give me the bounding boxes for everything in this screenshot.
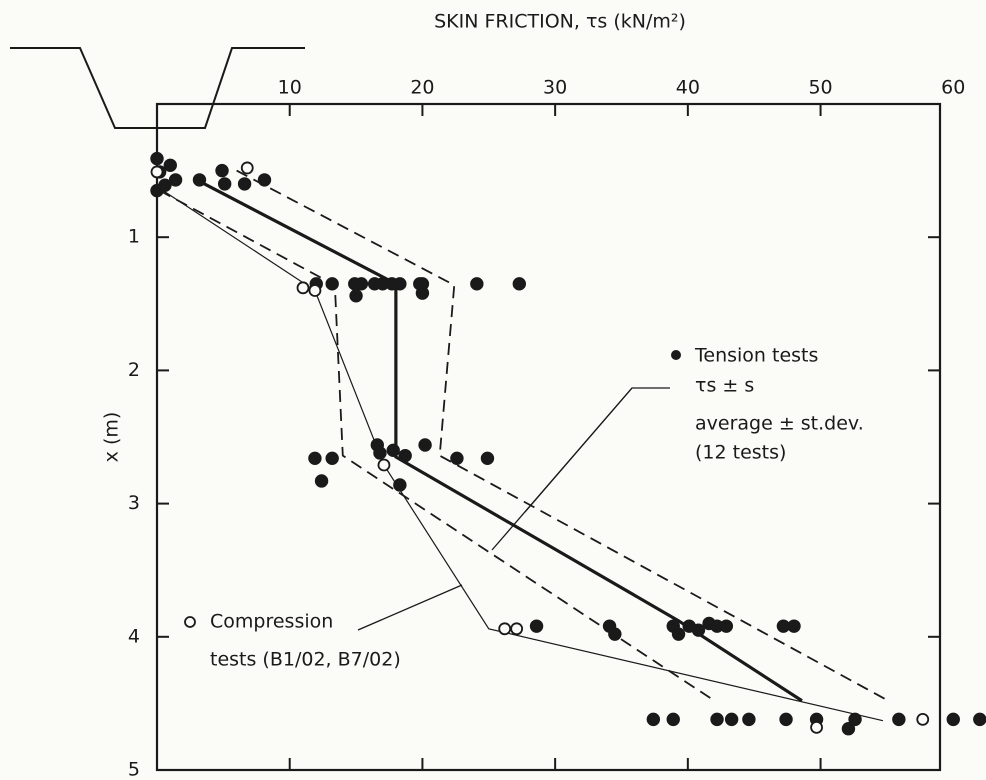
data-point: [646, 712, 661, 727]
data-point: [386, 443, 400, 458]
series-line: [196, 178, 803, 703]
y-tick-label: 4: [128, 625, 140, 647]
data-point: [415, 286, 430, 300]
data-point: [892, 712, 906, 727]
data-point: [308, 451, 322, 466]
data-point: [296, 281, 310, 295]
data-point: [237, 177, 252, 191]
data-point: [398, 448, 412, 463]
legend-marker: [671, 350, 681, 360]
data-point: [529, 619, 544, 633]
data-point: [308, 284, 322, 297]
data-point: [393, 277, 407, 291]
data-point: [217, 177, 232, 191]
data-point: [158, 178, 172, 192]
x-tick-label: 40: [676, 77, 700, 99]
data-point: [498, 622, 512, 636]
series-line: [236, 169, 889, 702]
x-tick-label: 10: [278, 77, 302, 99]
data-point: [779, 712, 793, 727]
annotation-arrow: [524, 387, 633, 513]
data-point: [710, 712, 724, 727]
data-point: [354, 277, 369, 291]
annotation: τs ± s: [695, 375, 754, 397]
x-tick-label: 30: [543, 77, 567, 99]
data-point: [325, 277, 339, 291]
annotation: average ± st.dev.: [695, 413, 864, 435]
x-tick-label: 50: [808, 77, 832, 99]
annotation: Tension tests: [694, 345, 818, 367]
plot-frame: [155, 102, 942, 772]
data-point: [418, 438, 432, 452]
data-point: [240, 161, 254, 175]
data-point: [215, 163, 229, 178]
data-point: [724, 712, 739, 727]
data-point: [470, 277, 484, 291]
chart-title: SKIN FRICTION, τs (kN/m²): [434, 11, 686, 33]
data-point: [608, 627, 622, 641]
y-tick-label: 5: [128, 759, 140, 780]
annotation: tests (B1/02, B7/02): [210, 649, 401, 671]
data-point: [257, 173, 272, 187]
data-point: [373, 446, 387, 460]
trench-sketch: [10, 47, 305, 129]
data-point: [192, 173, 207, 187]
y-axis-label: x (m): [101, 412, 123, 463]
annotation: (12 tests): [695, 442, 786, 464]
data-point: [163, 158, 177, 172]
data-point: [377, 458, 391, 472]
data-point: [787, 619, 801, 633]
data-point: [450, 451, 464, 466]
y-tick-label: 1: [128, 226, 140, 248]
data-point: [946, 712, 960, 727]
data-point: [719, 619, 734, 633]
data-point: [848, 712, 862, 727]
data-point: [742, 712, 756, 727]
data-point: [810, 720, 823, 734]
series-line: [159, 189, 715, 702]
data-point: [671, 627, 686, 641]
data-point: [916, 712, 930, 726]
data-point: [168, 173, 183, 187]
legend-marker: [184, 616, 196, 628]
data-point: [510, 622, 524, 636]
data-point: [666, 712, 680, 727]
data-point: [480, 451, 495, 466]
data-point: [314, 474, 329, 488]
data-point: [393, 478, 407, 492]
data-point: [349, 289, 363, 303]
annotation-arrow: [357, 584, 463, 631]
data-point: [841, 722, 856, 736]
data-point: [973, 712, 986, 727]
data-point: [512, 277, 527, 291]
data-point: [150, 151, 164, 166]
x-tick-label: 60: [941, 77, 965, 99]
y-tick-label: 3: [128, 492, 140, 514]
x-tick-label: 20: [410, 77, 434, 99]
data-point: [150, 165, 164, 179]
annotation: Compression: [210, 611, 333, 633]
data-point: [691, 623, 706, 637]
data-point: [325, 451, 339, 466]
y-tick-label: 2: [128, 359, 140, 381]
